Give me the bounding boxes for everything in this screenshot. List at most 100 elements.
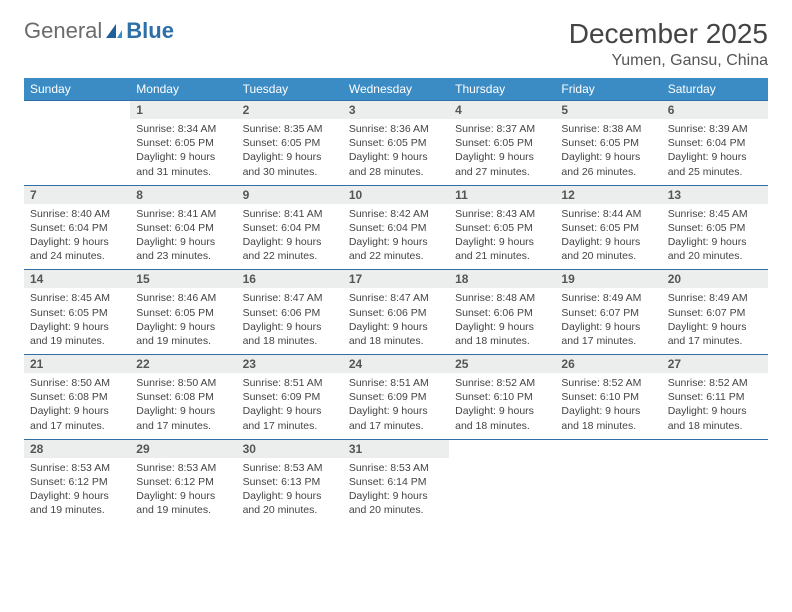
- sunset-text: Sunset: 6:08 PM: [30, 390, 124, 404]
- sunrise-text: Sunrise: 8:43 AM: [455, 207, 549, 221]
- daylight-text: Daylight: 9 hours and 23 minutes.: [136, 235, 230, 263]
- sunset-text: Sunset: 6:04 PM: [136, 221, 230, 235]
- day-number-row: 21222324252627: [24, 355, 768, 374]
- sunrise-text: Sunrise: 8:34 AM: [136, 122, 230, 136]
- day-info-cell: Sunrise: 8:39 AMSunset: 6:04 PMDaylight:…: [662, 119, 768, 185]
- day-info-cell: Sunrise: 8:34 AMSunset: 6:05 PMDaylight:…: [130, 119, 236, 185]
- day-number-cell: 23: [237, 355, 343, 374]
- day-info-cell: Sunrise: 8:45 AMSunset: 6:05 PMDaylight:…: [24, 288, 130, 354]
- empty-cell: [662, 439, 768, 458]
- daylight-text: Daylight: 9 hours and 17 minutes.: [243, 404, 337, 432]
- sunset-text: Sunset: 6:05 PM: [349, 136, 443, 150]
- day-number-row: 78910111213: [24, 185, 768, 204]
- day-number-cell: 5: [555, 101, 661, 120]
- day-info-row: Sunrise: 8:53 AM Sunset: 6:12 PM Daylight:…: [24, 458, 768, 524]
- empty-cell: [449, 458, 555, 524]
- weekday-header: Monday: [130, 78, 236, 101]
- sunset-text: Sunset: 6:13 PM: [243, 475, 337, 489]
- sunset-text: Sunset: 6:08 PM: [136, 390, 230, 404]
- day-number-cell: 15: [130, 270, 236, 289]
- day-number-cell: 18: [449, 270, 555, 289]
- sunset-text: Sunset: 6:05 PM: [561, 136, 655, 150]
- daylight-text: Daylight: 9 hours and 20 minutes.: [561, 235, 655, 263]
- day-info-cell: Sunrise: 8:44 AMSunset: 6:05 PMDaylight:…: [555, 204, 661, 270]
- day-info-cell: Sunrise: 8:41 AMSunset: 6:04 PMDaylight:…: [130, 204, 236, 270]
- sunset-text: Sunset: 6:05 PM: [243, 136, 337, 150]
- weekday-header: Thursday: [449, 78, 555, 101]
- daylight-text: Daylight: 9 hours and 18 minutes.: [243, 320, 337, 348]
- sunrise-text: Sunrise: 8:40 AM: [30, 207, 124, 221]
- sunrise-text: Sunrise: 8:41 AM: [243, 207, 337, 221]
- sunrise-text: Sunrise: 8:48 AM: [455, 291, 549, 305]
- daylight-text: Daylight: 9 hours and 17 minutes.: [668, 320, 762, 348]
- day-number-cell: 16: [237, 270, 343, 289]
- sunset-text: Sunset: 6:05 PM: [455, 136, 549, 150]
- day-info-cell: Sunrise: 8:49 AMSunset: 6:07 PMDaylight:…: [555, 288, 661, 354]
- sunrise-text: Sunrise: 8:35 AM: [243, 122, 337, 136]
- sunset-text: Sunset: 6:10 PM: [455, 390, 549, 404]
- sunset-text: Sunset: 6:05 PM: [668, 221, 762, 235]
- day-number-row: 123456: [24, 101, 768, 120]
- daylight-text: Daylight: 9 hours and 21 minutes.: [455, 235, 549, 263]
- sunset-text: Sunset: 6:09 PM: [349, 390, 443, 404]
- daylight-text: Daylight: 9 hours and 30 minutes.: [243, 150, 337, 178]
- header: General Blue December 2025 Yumen, Gansu,…: [24, 18, 768, 70]
- day-number-cell: 14: [24, 270, 130, 289]
- daylight-text: Daylight: 9 hours and 17 minutes.: [136, 404, 230, 432]
- sunset-text: Sunset: 6:04 PM: [349, 221, 443, 235]
- day-info-cell: Sunrise: 8:50 AMSunset: 6:08 PMDaylight:…: [24, 373, 130, 439]
- day-info-cell: Sunrise: 8:42 AMSunset: 6:04 PMDaylight:…: [343, 204, 449, 270]
- logo-text-blue: Blue: [126, 18, 174, 44]
- day-info-cell: Sunrise: 8:41 AMSunset: 6:04 PMDaylight:…: [237, 204, 343, 270]
- day-info-row: Sunrise: 8:45 AMSunset: 6:05 PMDaylight:…: [24, 288, 768, 354]
- day-info-cell: Sunrise: 8:47 AMSunset: 6:06 PMDaylight:…: [343, 288, 449, 354]
- day-number-cell: 8: [130, 185, 236, 204]
- sunrise-text: Sunrise: 8:47 AM: [349, 291, 443, 305]
- daylight-text: Daylight: 9 hours and 25 minutes.: [668, 150, 762, 178]
- day-info-cell: Sunrise: 8:36 AMSunset: 6:05 PMDaylight:…: [343, 119, 449, 185]
- daylight-text: Daylight: 9 hours and 24 minutes.: [30, 235, 124, 263]
- day-number-cell: 3: [343, 101, 449, 120]
- sunrise-text: Sunrise: 8:44 AM: [561, 207, 655, 221]
- day-info-cell: Sunrise: 8:53 AMSunset: 6:13 PMDaylight:…: [237, 458, 343, 524]
- daylight-text: Daylight: 9 hours and 18 minutes.: [561, 404, 655, 432]
- sunrise-text: Sunrise: 8:50 AM: [30, 376, 124, 390]
- day-number-cell: 21: [24, 355, 130, 374]
- sunset-text: Sunset: 6:04 PM: [243, 221, 337, 235]
- day-number-cell: 19: [555, 270, 661, 289]
- location-subtitle: Yumen, Gansu, China: [569, 52, 768, 70]
- day-number-cell: 26: [555, 355, 661, 374]
- daylight-text: Daylight: 9 hours and 17 minutes.: [30, 404, 124, 432]
- day-info-cell: Sunrise: 8:46 AMSunset: 6:05 PMDaylight:…: [130, 288, 236, 354]
- empty-cell: [662, 458, 768, 524]
- day-info-cell: Sunrise: 8:51 AMSunset: 6:09 PMDaylight:…: [343, 373, 449, 439]
- weekday-header: Saturday: [662, 78, 768, 101]
- sunset-text: Sunset: 6:05 PM: [30, 306, 124, 320]
- day-number-cell: 20: [662, 270, 768, 289]
- sunrise-text: Sunrise: 8:52 AM: [668, 376, 762, 390]
- day-number-cell: 7: [24, 185, 130, 204]
- daylight-text: Daylight: 9 hours and 26 minutes.: [561, 150, 655, 178]
- sunset-text: Sunset: 6:12 PM: [136, 475, 230, 489]
- daylight-text: Daylight: 9 hours and 18 minutes.: [668, 404, 762, 432]
- daylight-text: Daylight: 9 hours and 20 minutes.: [243, 489, 337, 517]
- daylight-text: Daylight: 9 hours and 22 minutes.: [243, 235, 337, 263]
- calendar-table: SundayMondayTuesdayWednesdayThursdayFrid…: [24, 78, 768, 524]
- day-info-cell: Sunrise: 8:52 AMSunset: 6:10 PMDaylight:…: [449, 373, 555, 439]
- sunset-text: Sunset: 6:05 PM: [455, 221, 549, 235]
- day-number-cell: 28: [24, 439, 130, 458]
- weekday-header: Sunday: [24, 78, 130, 101]
- empty-cell: [449, 439, 555, 458]
- sunrise-text: Sunrise: 8:52 AM: [455, 376, 549, 390]
- day-number-cell: 31: [343, 439, 449, 458]
- sunrise-text: Sunrise: 8:42 AM: [349, 207, 443, 221]
- day-info-cell: Sunrise: 8:40 AMSunset: 6:04 PMDaylight:…: [24, 204, 130, 270]
- day-number-cell: 12: [555, 185, 661, 204]
- sunset-text: Sunset: 6:05 PM: [136, 306, 230, 320]
- day-info-row: Sunrise: 8:40 AMSunset: 6:04 PMDaylight:…: [24, 204, 768, 270]
- sunset-text: Sunset: 6:06 PM: [349, 306, 443, 320]
- day-number-cell: 6: [662, 101, 768, 120]
- sunrise-text: Sunrise: 8:53 AM: [243, 461, 337, 475]
- empty-cell: [24, 101, 130, 120]
- day-number-cell: 13: [662, 185, 768, 204]
